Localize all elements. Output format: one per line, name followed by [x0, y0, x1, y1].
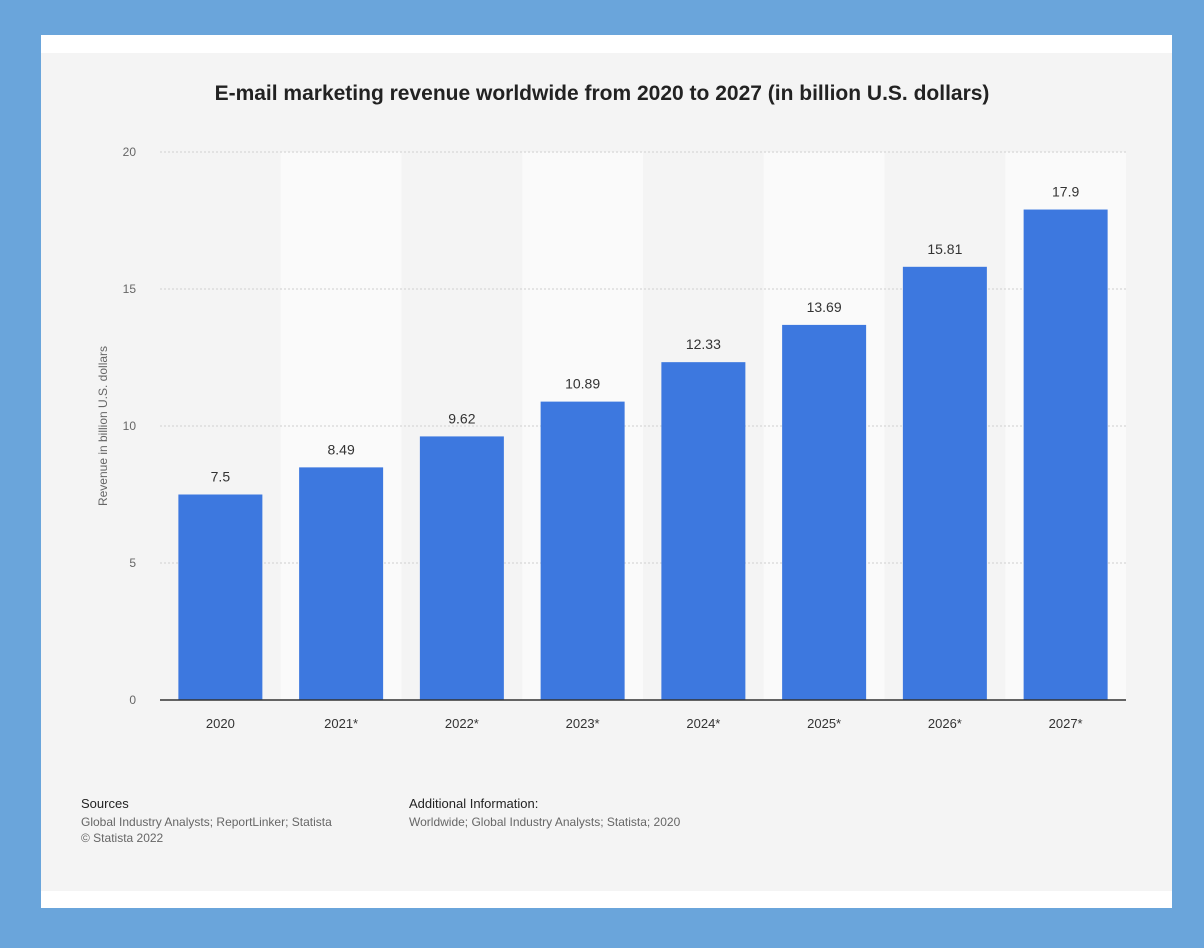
x-tick-label: 2026*	[928, 716, 962, 731]
bar	[1023, 209, 1108, 701]
chart-title: E-mail marketing revenue worldwide from …	[214, 82, 990, 105]
sources-heading: Sources	[81, 796, 129, 811]
y-tick-label: 15	[123, 282, 137, 296]
bar-value-label: 13.69	[807, 299, 842, 315]
bar	[419, 436, 504, 700]
additional-info-block: Additional Information: Worldwide; Globa…	[409, 796, 680, 830]
y-tick-label: 0	[129, 693, 136, 707]
bar	[661, 362, 746, 700]
copyright-text: © Statista 2022	[81, 831, 164, 845]
x-tick-label: 2022*	[445, 716, 479, 731]
bar-value-label: 7.5	[211, 469, 231, 485]
bar-value-label: 15.81	[927, 241, 962, 257]
bar-value-label: 9.62	[448, 410, 475, 426]
y-tick-label: 10	[123, 419, 137, 433]
additional-info-heading: Additional Information:	[409, 796, 539, 811]
x-tick-label: 2021*	[324, 716, 358, 731]
x-tick-label: 2025*	[807, 716, 841, 731]
sources-text: Global Industry Analysts; ReportLinker; …	[81, 815, 332, 829]
bar	[299, 467, 384, 700]
x-tick-label: 2020	[206, 716, 235, 731]
bar	[902, 266, 987, 700]
sources-block: Sources Global Industry Analysts; Report…	[81, 796, 332, 846]
y-axis-label: Revenue in billion U.S. dollars	[96, 346, 110, 506]
y-tick-label: 20	[123, 145, 137, 159]
x-tick-label: 2024*	[686, 716, 720, 731]
bar	[178, 494, 263, 700]
additional-info-text: Worldwide; Global Industry Analysts; Sta…	[409, 815, 681, 829]
x-tick-label: 2027*	[1049, 716, 1083, 731]
bar	[782, 324, 867, 700]
bar-value-label: 17.9	[1052, 184, 1079, 200]
bar-value-label: 12.33	[686, 336, 721, 352]
bar-value-label: 10.89	[565, 376, 600, 392]
bar	[540, 401, 625, 700]
x-tick-label: 2023*	[566, 716, 600, 731]
y-tick-label: 5	[129, 556, 136, 570]
bar-value-label: 8.49	[328, 441, 355, 457]
